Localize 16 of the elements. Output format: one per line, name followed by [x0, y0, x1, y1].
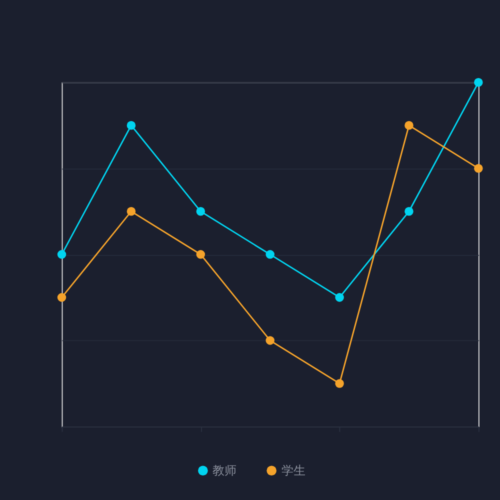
point	[196, 207, 206, 216]
point	[126, 121, 136, 130]
point	[335, 293, 344, 302]
point	[474, 78, 483, 87]
point	[126, 207, 136, 216]
point	[474, 164, 483, 173]
point	[57, 250, 66, 259]
legend-label: 教师	[212, 464, 237, 478]
point	[404, 121, 414, 130]
point	[196, 250, 206, 259]
point	[335, 379, 344, 388]
point	[404, 207, 414, 216]
legend-label: 学生	[281, 464, 306, 478]
point	[57, 293, 66, 302]
point	[266, 250, 274, 259]
point	[266, 336, 274, 345]
